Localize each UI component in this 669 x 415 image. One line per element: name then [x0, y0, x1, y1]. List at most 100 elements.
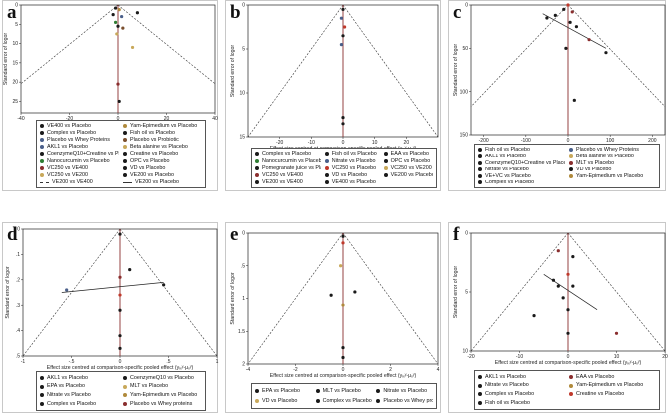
legend-item: VD vs Placebo	[255, 397, 312, 407]
x-tick-label: 2	[389, 367, 392, 373]
funnel-left-limit	[247, 4, 344, 138]
y-tick-label: 0	[17, 227, 20, 233]
data-point	[116, 82, 120, 86]
legend-marker	[478, 154, 482, 159]
y-tick-label: 20	[12, 80, 18, 86]
y-tick-label: 10	[239, 91, 245, 97]
data-point	[341, 34, 345, 38]
legend-marker	[255, 388, 259, 393]
legend-item: Yam-Epimedium vs Placebo	[123, 123, 202, 129]
data-point	[342, 25, 347, 29]
legend-marker	[123, 384, 127, 389]
legend-item: EPA vs Placebo	[255, 386, 312, 396]
y-tick-label: 0	[465, 3, 468, 9]
legend-item: MLT vs Placebo	[569, 160, 656, 166]
legend-item: Fish oil vs Placebo	[123, 130, 202, 136]
legend-marker	[123, 131, 127, 135]
data-point	[574, 25, 579, 29]
legend-item: VE200 vs Placebo	[383, 172, 433, 178]
x-tick-label: 10	[614, 354, 620, 360]
data-point	[551, 278, 556, 282]
funnel-limits	[470, 4, 666, 107]
legend-item: VE200 vs VE400	[40, 179, 119, 185]
data-point	[162, 283, 166, 287]
data-point	[117, 8, 121, 12]
panel-d: d -1 -.5 0.5 1 0.1.2.3.4.5 Effect size centre…	[2, 222, 219, 413]
legend-label: Placebo vs Whey proteins	[383, 398, 433, 405]
panel-b: b -20-1001020051015Effect size centred a…	[225, 0, 441, 191]
legend-item: Placebo vs Whey proteins	[123, 400, 202, 408]
legend-label: VE200 vs Placebo	[135, 179, 180, 185]
data-point	[341, 116, 345, 120]
y-tick-label: 1.5	[238, 329, 245, 335]
legend-label: Fish oil vs Placebo	[485, 399, 530, 406]
legend-label: Nanocurcumin vs Placebo	[262, 158, 321, 164]
funnel-limits	[247, 232, 439, 365]
legend-marker	[383, 152, 388, 156]
legend-item: VC250 vs VE200	[40, 172, 119, 178]
funnel-right-limit	[567, 232, 666, 352]
x-axis-title: Effect size centred at comparison-specif…	[47, 365, 194, 371]
legend-marker	[478, 374, 482, 379]
data-point	[116, 24, 120, 28]
legend-label: Beta alanine vs Placebo	[130, 144, 188, 150]
legend-label: MLT vs Placebo	[576, 160, 615, 166]
funnel-plot: -40-20020400510152025Effect size centred…	[3, 3, 218, 128]
legend-label: CoenzymeQ10 vs Placebo	[130, 374, 194, 381]
legend-label: MLT vs Placebo	[322, 387, 361, 394]
panel-letter: a	[7, 2, 17, 23]
data-point	[118, 334, 122, 338]
legend-item: Creatine vs Placebo	[123, 151, 202, 157]
legend-label: VD vs Placebo	[262, 398, 298, 405]
legend-marker	[123, 393, 127, 398]
legend-label: VE+VC vs Placebo	[485, 173, 531, 179]
funnel-limits	[22, 228, 218, 357]
legend-marker	[569, 383, 573, 388]
x-tick-label: 100	[606, 138, 615, 144]
panel-letter: c	[453, 2, 462, 23]
legend-marker	[315, 399, 320, 404]
legend-item: AKL1 vs Placebo	[40, 144, 119, 150]
legend-item: Placebo vs Probiotic	[123, 137, 202, 143]
legend-marker	[324, 152, 329, 156]
legend-label: EPA vs Placebo	[47, 383, 85, 390]
y-tick-label: 15	[12, 60, 18, 66]
legend-marker	[40, 173, 44, 177]
legend-marker	[324, 180, 329, 184]
legend-label: Nitrate vs Placebo	[47, 392, 91, 399]
legend-marker	[376, 388, 381, 393]
legend-marker	[569, 154, 573, 159]
x-tick-label: 10	[372, 140, 378, 146]
legend-item: Placebo vs Whey Proteins	[40, 137, 119, 143]
data-point	[566, 272, 570, 276]
funnel-left-limit	[470, 4, 569, 107]
legend-marker	[40, 145, 44, 149]
data-point	[118, 308, 122, 312]
panel-letter: b	[230, 2, 241, 23]
x-tick-label: 20	[662, 354, 668, 360]
y-axis-title: Standard error of logor	[5, 266, 11, 318]
data-point	[339, 264, 343, 268]
legend-item: Fish oil vs Placebo	[478, 147, 565, 153]
x-tick-label: -1	[21, 359, 26, 365]
legend-item: Nitrate vs Placebo	[478, 167, 565, 172]
legend-marker	[255, 180, 259, 184]
y-tick-label: 150	[460, 133, 469, 139]
y-tick-label: 0	[242, 231, 245, 237]
data-point	[341, 303, 345, 307]
y-tick-label: 10	[462, 349, 468, 355]
legend-item: Nitrate vs Placebo	[40, 392, 119, 400]
panel-letter: f	[453, 224, 460, 245]
data-point	[341, 355, 345, 360]
data-point	[341, 241, 345, 245]
legend-item: Complex vs Placebo	[315, 397, 373, 407]
y-tick-label: 25	[12, 99, 18, 105]
x-tick-label: 40	[212, 116, 218, 122]
legend: Complex vs Placebo Fish oil vs Placebo EAA…	[251, 148, 437, 188]
legend-label: VC250 vs VE200	[390, 165, 432, 171]
data-point	[564, 46, 568, 50]
legend-marker	[315, 388, 320, 393]
legend-label: Fish oil vs Placebo	[130, 130, 175, 136]
legend-label: Complex vs Placebo	[262, 151, 312, 157]
legend-label: AKL1 vs Placebo	[47, 144, 89, 150]
